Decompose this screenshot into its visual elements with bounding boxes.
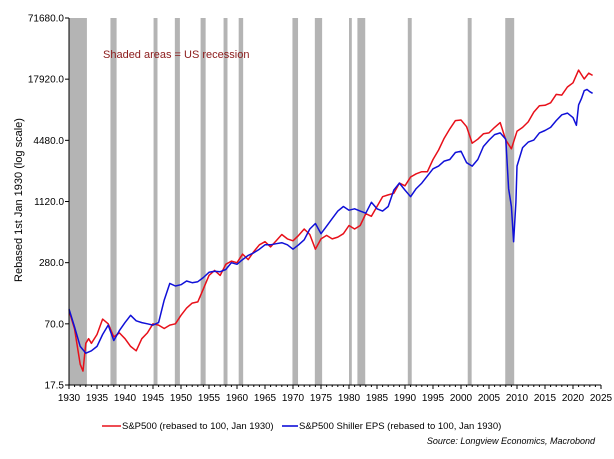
x-tick-label: 1950 — [170, 393, 193, 404]
y-tick-label: 70.0 — [45, 319, 65, 330]
recession-band-5 — [200, 18, 206, 385]
x-tick-label: 1935 — [86, 393, 109, 404]
x-tick-label: 1980 — [338, 393, 361, 404]
recession-band-1 — [69, 18, 87, 385]
y-tick-label: 17.5 — [45, 381, 65, 392]
x-tick-label: 2015 — [534, 393, 557, 404]
y-tick-label: 280.0 — [39, 258, 64, 269]
chart-axes: 17.5 70.0 280.0 1120.0 4480.0 17920.0 71680.0 1… — [28, 14, 613, 405]
y-axis-title: Rebased 1st Jan 1930 (log scale) — [13, 118, 25, 282]
series-line-shiller-eps — [68, 88, 593, 354]
recession-band-7 — [238, 18, 244, 385]
x-tick-label: 2025 — [590, 393, 613, 404]
recession-band-10 — [349, 18, 352, 385]
x-tick-label: 1995 — [422, 393, 445, 404]
chart-legend: S&P500 (rebased to 100, Jan 1930) S&P500… — [102, 421, 501, 432]
x-tick-label: 1930 — [58, 393, 81, 404]
recession-band-11 — [357, 18, 366, 385]
recession-band-14 — [505, 18, 515, 385]
recession-band-9 — [314, 18, 323, 385]
x-tick-label: 1955 — [198, 393, 221, 404]
x-tick-label: 2005 — [478, 393, 501, 404]
x-tick-label: 2020 — [562, 393, 585, 404]
recession-bands — [69, 18, 515, 385]
x-tick-label: 1985 — [366, 393, 389, 404]
source-note: Source: Longview Economics, Macrobond — [427, 436, 596, 446]
x-tick-label: 2000 — [450, 393, 473, 404]
recession-band-2 — [110, 18, 117, 385]
y-tick-label: 17920.0 — [28, 75, 65, 86]
x-tick-label: 1940 — [114, 393, 137, 404]
legend-label-sp500: S&P500 (rebased to 100, Jan 1930) — [122, 421, 274, 432]
recession-band-12 — [407, 18, 412, 385]
y-tick-label: 4480.0 — [33, 136, 64, 147]
recession-band-3 — [153, 18, 158, 385]
y-tick-label: 71680.0 — [28, 14, 65, 25]
legend-label-shiller-eps: S&P500 Shiller EPS (rebased to 100, Jan … — [299, 421, 501, 432]
x-tick-label: 2010 — [506, 393, 529, 404]
series-lines — [68, 69, 593, 372]
recession-band-13 — [467, 18, 472, 385]
recession-band-6 — [223, 18, 228, 385]
x-tick-label: 1970 — [282, 393, 305, 404]
recession-band-8 — [292, 18, 299, 385]
recession-annotation: Shaded areas = US recession — [103, 49, 249, 61]
y-tick-label: 1120.0 — [34, 197, 64, 208]
x-tick-label: 1945 — [142, 393, 165, 404]
x-tick-label: 1960 — [226, 393, 249, 404]
x-tick-label: 1975 — [310, 393, 333, 404]
recession-band-4 — [174, 18, 180, 385]
x-tick-label: 1990 — [394, 393, 417, 404]
x-tick-label: 1965 — [254, 393, 277, 404]
